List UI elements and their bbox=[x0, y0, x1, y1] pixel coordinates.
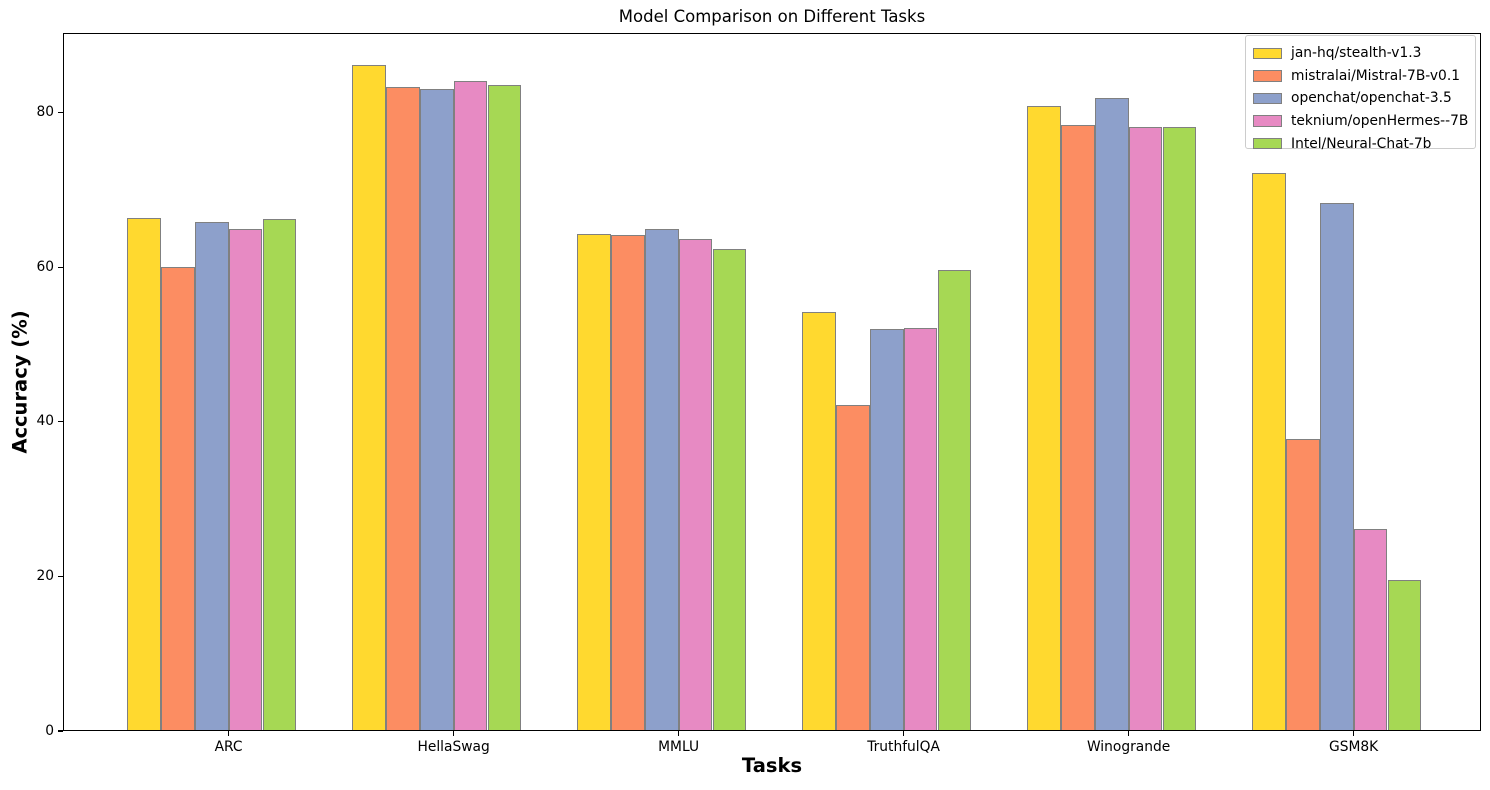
y-tick-label-80: 80 bbox=[36, 104, 54, 121]
x-tick-mark-gsm8k bbox=[1352, 731, 1355, 736]
y-tick-mark-40 bbox=[57, 421, 63, 423]
y-tick-label-40: 40 bbox=[36, 413, 54, 430]
y-tick-label-60: 60 bbox=[36, 258, 54, 275]
y-tick-mark-0 bbox=[57, 730, 63, 732]
x-tick-mark-hellaswag bbox=[452, 731, 455, 736]
bar-jan-hq-stealth-v1-3-arc bbox=[126, 217, 161, 731]
x-tick-mark-truthfulqa bbox=[902, 731, 905, 736]
legend-swatch-openchat-openchat-3-5 bbox=[1253, 92, 1282, 105]
bar-intel-neural-chat-7b-winogrande bbox=[1162, 126, 1197, 731]
bar-jan-hq-stealth-v1-3-hellaswag bbox=[351, 65, 386, 731]
x-tick-label-mmlu: MMLU bbox=[658, 739, 700, 755]
bar-teknium-openhermes-7b-hellaswag bbox=[453, 80, 488, 731]
y-tick-label-0: 0 bbox=[45, 722, 54, 739]
x-tick-label-arc: ARC bbox=[214, 739, 243, 755]
bar-mistralai-mistral-7b-v0-1-hellaswag bbox=[385, 87, 420, 731]
x-tick-mark-arc bbox=[227, 731, 230, 736]
x-tick-label-truthfulqa: TruthfulQA bbox=[867, 739, 940, 755]
bar-openchat-openchat-3-5-arc bbox=[194, 221, 229, 731]
bar-teknium-openhermes-7b-truthfulqa bbox=[903, 327, 938, 731]
x-tick-label-winogrande: Winogrande bbox=[1086, 739, 1171, 755]
legend-swatch-intel-neural-chat-7b bbox=[1253, 137, 1282, 150]
bar-teknium-openhermes-7b-mmlu bbox=[678, 239, 713, 731]
bar-openchat-openchat-3-5-gsm8k bbox=[1319, 203, 1354, 731]
legend-label-jan-hq-stealth-v1-3: jan-hq/stealth-v1.3 bbox=[1291, 45, 1422, 62]
bar-intel-neural-chat-7b-truthfulqa bbox=[937, 269, 972, 731]
x-tick-mark-mmlu bbox=[677, 731, 680, 736]
y-tick-mark-20 bbox=[57, 575, 63, 578]
legend-row-teknium-openhermes-7b: teknium/openHermes--7B bbox=[1253, 110, 1469, 133]
legend-swatch-jan-hq-stealth-v1-3 bbox=[1253, 47, 1282, 60]
legend-row-jan-hq-stealth-v1-3: jan-hq/stealth-v1.3 bbox=[1253, 42, 1469, 65]
y-tick-mark-60 bbox=[57, 266, 63, 268]
x-tick-label-gsm8k: GSM8K bbox=[1329, 739, 1379, 755]
chart-title: Model Comparison on Different Tasks bbox=[618, 7, 926, 26]
legend-label-mistralai-mistral-7b-v0-1: mistralai/Mistral-7B-v0.1 bbox=[1291, 67, 1460, 84]
bar-teknium-openhermes-7b-gsm8k bbox=[1353, 529, 1388, 731]
bar-mistralai-mistral-7b-v0-1-gsm8k bbox=[1285, 438, 1320, 731]
bar-teknium-openhermes-7b-winogrande bbox=[1128, 127, 1163, 731]
y-tick-mark-80 bbox=[57, 111, 63, 114]
bar-intel-neural-chat-7b-mmlu bbox=[712, 249, 747, 731]
legend-row-mistralai-mistral-7b-v0-1: mistralai/Mistral-7B-v0.1 bbox=[1253, 65, 1469, 88]
bar-openchat-openchat-3-5-mmlu bbox=[644, 228, 679, 731]
legend-row-intel-neural-chat-7b: Intel/Neural-Chat-7b bbox=[1253, 132, 1469, 155]
bar-mistralai-mistral-7b-v0-1-arc bbox=[160, 267, 195, 731]
bar-intel-neural-chat-7b-hellaswag bbox=[487, 84, 522, 731]
bar-teknium-openhermes-7b-arc bbox=[228, 228, 263, 731]
bar-openchat-openchat-3-5-truthfulqa bbox=[869, 329, 904, 731]
bar-mistralai-mistral-7b-v0-1-mmlu bbox=[610, 234, 645, 731]
bar-jan-hq-stealth-v1-3-truthfulqa bbox=[801, 312, 836, 731]
x-axis-label: Tasks bbox=[741, 754, 803, 777]
bar-intel-neural-chat-7b-gsm8k bbox=[1387, 580, 1422, 731]
bar-openchat-openchat-3-5-hellaswag bbox=[419, 89, 454, 731]
bar-intel-neural-chat-7b-arc bbox=[262, 218, 297, 731]
legend: jan-hq/stealth-v1.3 mistralai/Mistral-7B-… bbox=[1245, 35, 1476, 152]
legend-swatch-mistralai-mistral-7b-v0-1 bbox=[1253, 70, 1282, 82]
bar-openchat-openchat-3-5-winogrande bbox=[1094, 97, 1129, 731]
y-axis-label: Accuracy (%) bbox=[8, 310, 32, 454]
x-tick-mark-winogrande bbox=[1127, 731, 1130, 736]
legend-label-teknium-openhermes-7b: teknium/openHermes--7B bbox=[1291, 113, 1469, 130]
bar-jan-hq-stealth-v1-3-gsm8k bbox=[1251, 172, 1286, 731]
bar-mistralai-mistral-7b-v0-1-winogrande bbox=[1060, 124, 1095, 731]
y-tick-label-20: 20 bbox=[36, 567, 54, 584]
legend-label-openchat-openchat-3-5: openchat/openchat-3.5 bbox=[1291, 90, 1452, 107]
legend-label-intel-neural-chat-7b: Intel/Neural-Chat-7b bbox=[1291, 135, 1432, 152]
x-tick-label-hellaswag: HellaSwag bbox=[417, 739, 490, 755]
legend-swatch-teknium-openhermes-7b bbox=[1253, 115, 1282, 127]
bar-mistralai-mistral-7b-v0-1-truthfulqa bbox=[835, 404, 870, 731]
bar-jan-hq-stealth-v1-3-mmlu bbox=[576, 233, 611, 731]
legend-row-openchat-openchat-3-5: openchat/openchat-3.5 bbox=[1253, 87, 1469, 110]
bar-jan-hq-stealth-v1-3-winogrande bbox=[1026, 106, 1061, 731]
